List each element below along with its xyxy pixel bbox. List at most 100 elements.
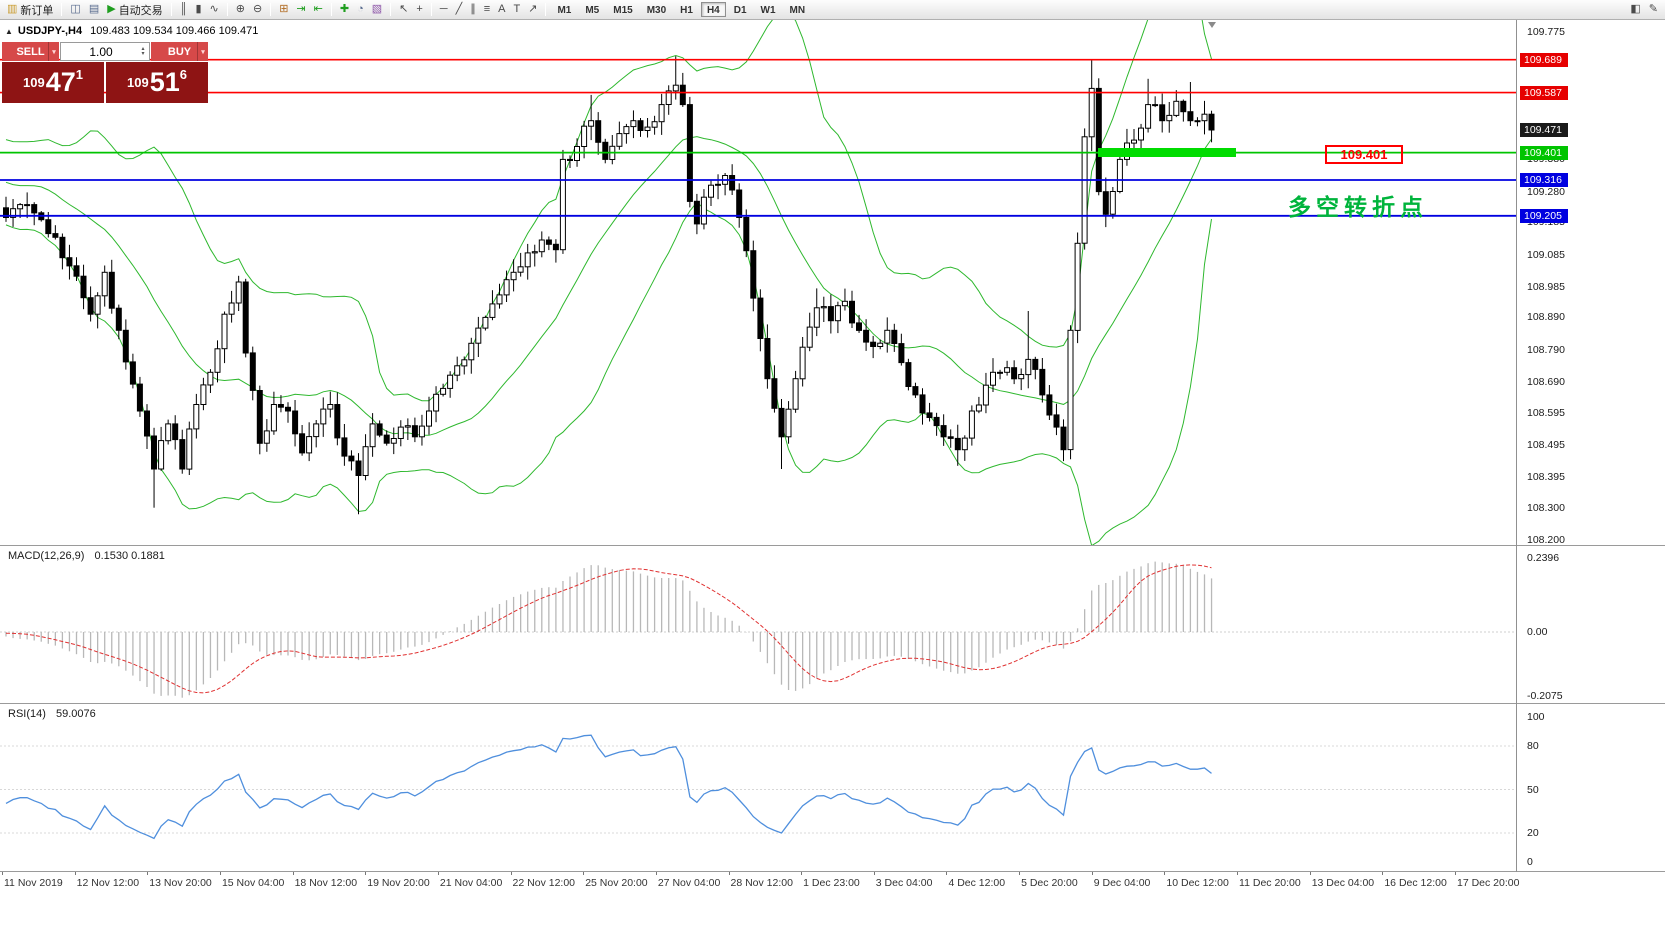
rsi-scale-tick: 0 — [1527, 856, 1533, 868]
time-axis-tick — [147, 872, 149, 875]
candlestick-mode-button[interactable]: ▮ — [192, 1, 204, 18]
edit-mode-icon: ✎ — [1648, 3, 1658, 15]
horizontal-line-icon: ─ — [439, 3, 448, 15]
timeframe-h1-button[interactable]: H1 — [680, 5, 693, 16]
time-axis-label: 25 Nov 20:00 — [585, 877, 648, 889]
auto-scroll-icon: ⇥ — [296, 3, 306, 15]
zoom-in-button[interactable]: ⊕ — [233, 1, 248, 18]
new-order-button[interactable]: ▥ 新订单 — [4, 1, 56, 18]
indicators-list-button[interactable]: ✚ — [337, 1, 352, 18]
crosshair-button[interactable]: + — [413, 1, 425, 18]
timeframe-d1-button[interactable]: D1 — [733, 5, 747, 16]
horizontal-line-button[interactable]: ─ — [437, 1, 451, 18]
tile-windows-icon: ⊞ — [279, 3, 289, 15]
timeframe-w1-button[interactable]: W1 — [760, 5, 776, 16]
time-axis-label: 15 Nov 04:00 — [221, 877, 285, 889]
trendline-button[interactable]: ╱ — [453, 1, 466, 18]
rsi-name: RSI(14) — [8, 708, 46, 720]
fibonacci-retracement-button[interactable]: ≡ — [481, 1, 493, 18]
ask-quote[interactable]: 109 51 6 — [106, 62, 208, 103]
time-axis-tick — [801, 872, 803, 875]
text-icon: A — [498, 3, 506, 15]
highlight-segment[interactable] — [1098, 148, 1236, 157]
time-axis-label: 22 Nov 12:00 — [512, 877, 576, 889]
time-axis-tick — [365, 872, 367, 875]
timeframe-mn-button[interactable]: MN — [789, 5, 806, 16]
auto-scroll-button[interactable]: ⇥ — [293, 1, 308, 18]
price-level-label[interactable]: 109.401 — [1325, 145, 1403, 164]
chart-shift-marker[interactable] — [1208, 22, 1216, 28]
chart-window-icon: ◫ — [70, 3, 81, 15]
macd-scale-tick: 0.00 — [1527, 625, 1548, 638]
arrow-objects-button[interactable]: ↗ — [525, 1, 540, 18]
sell-button[interactable]: SELL ▾ — [2, 42, 59, 61]
zoom-out-button[interactable]: ⊖ — [250, 1, 265, 18]
main-price-scale[interactable]: 109.775109.380109.280109.185109.085108.9… — [1516, 20, 1665, 546]
volume-input[interactable] — [61, 43, 149, 60]
time-axis[interactable]: 11 Nov 2019 12 Nov 12:00 13 Nov 20:00 15 No… — [0, 872, 1665, 892]
price-scale-tick: 109.775 — [1527, 26, 1565, 38]
main-chart-canvas[interactable] — [0, 20, 1516, 545]
rsi-value: 59.0076 — [55, 708, 96, 720]
text-label-icon: T — [513, 3, 521, 15]
pane-separator-rsi[interactable] — [0, 703, 1665, 704]
new-order-icon: ▥ — [7, 3, 18, 15]
buy-button[interactable]: BUY ▾ — [151, 42, 208, 61]
price-scale-tick: 108.790 — [1527, 343, 1565, 356]
time-axis-label: 19 Nov 20:00 — [367, 877, 430, 889]
macd-pane-canvas[interactable] — [0, 546, 1516, 703]
time-axis-label: 27 Nov 04:00 — [657, 877, 721, 889]
timeframe-m30-button[interactable]: M30 — [646, 5, 667, 16]
timeframe-m5-button[interactable]: M5 — [585, 5, 600, 16]
template-button[interactable]: ▧ — [369, 1, 385, 18]
cursor-button[interactable]: ↖ — [396, 1, 411, 18]
chart-note-text[interactable]: 多空转折点 — [1288, 194, 1428, 220]
time-axis-tick — [946, 872, 948, 875]
rsi-pane-canvas[interactable] — [0, 704, 1516, 871]
macd-scale[interactable]: 0.2396 0.00 -0.2075 — [1516, 546, 1665, 703]
bar-chart-mode-button[interactable]: ║ — [177, 1, 191, 18]
ask-pips: 51 — [149, 67, 180, 97]
price-scale-tick: 108.395 — [1527, 471, 1565, 484]
market-report-icon: ▤ — [88, 3, 100, 15]
bid-quote[interactable]: 109 47 1 — [2, 62, 104, 103]
price-scale-divider[interactable] — [1516, 20, 1517, 872]
text-label-button[interactable]: T — [510, 1, 523, 18]
chart-window-button[interactable]: ◫ — [67, 1, 83, 18]
buy-dropdown-icon[interactable]: ▾ — [197, 42, 208, 61]
timeframe-m1-button[interactable]: M1 — [557, 5, 572, 16]
chart-profile-button[interactable]: ◧ — [1627, 1, 1643, 18]
time-axis-label: 17 Dec 20:00 — [1457, 877, 1520, 889]
ask-point: 6 — [179, 67, 187, 82]
market-report-button[interactable]: ▤ — [86, 1, 102, 18]
period-settings-button[interactable]: ◔ — [354, 1, 367, 18]
time-axis-tick — [728, 872, 730, 875]
volume-down-icon[interactable]: ▾ — [141, 50, 145, 57]
volume-up-icon[interactable]: ▴ — [141, 45, 145, 52]
timeframe-h4-button[interactable]: H4 — [700, 2, 726, 17]
line-chart-mode-button[interactable]: ∿ — [207, 1, 222, 18]
trendline-icon: ╱ — [455, 3, 463, 15]
chart-shift-button[interactable]: ⇤ — [311, 1, 326, 18]
price-scale-badge: 109.587 — [1520, 85, 1568, 100]
text-button[interactable]: A — [495, 1, 508, 18]
pane-separator-macd[interactable] — [0, 545, 1665, 546]
rsi-scale-tick: 50 — [1527, 783, 1539, 796]
timeframe-m15-button[interactable]: M15 — [613, 5, 633, 16]
time-axis-label: 11 Dec 20:00 — [1239, 877, 1301, 889]
time-axis-tick — [1019, 872, 1021, 875]
autotrading-button[interactable]: ▶ 自动交易 — [104, 1, 165, 18]
chart-ohlc-values: 109.483 109.534 109.466 109.471 — [90, 25, 259, 37]
volume-spinner[interactable]: ▴ ▾ — [138, 43, 148, 60]
one-click-collapse-icon[interactable]: ▲ — [5, 26, 13, 36]
price-scale-tick: 108.985 — [1527, 280, 1565, 293]
macd-indicator-label: MACD(12,26,9) 0.1530 0.1881 — [8, 550, 165, 562]
sell-dropdown-icon[interactable]: ▾ — [48, 42, 59, 61]
tile-windows-button[interactable]: ⊞ — [276, 1, 291, 18]
equidistant-channel-button[interactable]: ∥ — [467, 1, 479, 18]
edit-mode-button[interactable]: ✎ — [1646, 1, 1661, 18]
toolbar-separator — [430, 3, 432, 16]
time-axis-label: 11 Nov 2019 — [4, 877, 63, 889]
rsi-scale[interactable]: 100 80 50 20 0 — [1516, 704, 1665, 871]
volume-box: ▴ ▾ — [60, 42, 150, 61]
